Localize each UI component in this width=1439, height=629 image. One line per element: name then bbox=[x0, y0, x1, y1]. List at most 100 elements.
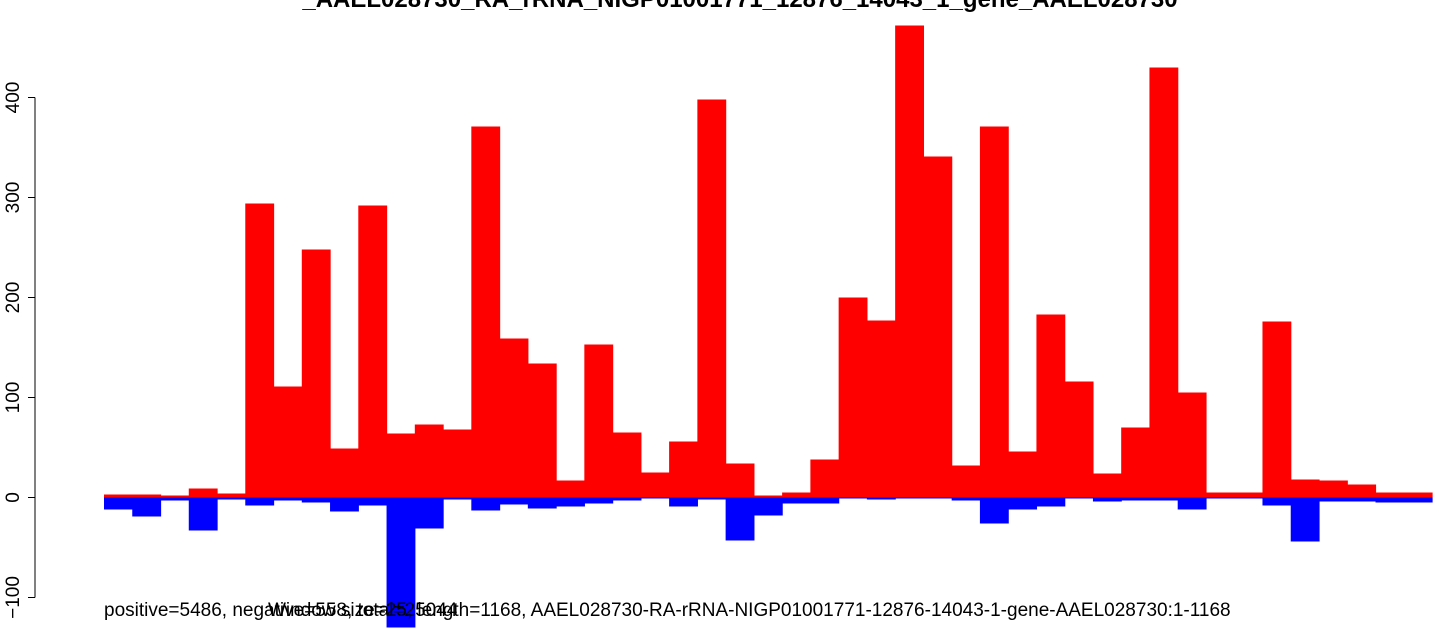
negative-bar bbox=[471, 497, 501, 511]
negative-bar bbox=[1149, 497, 1179, 501]
positive-bar bbox=[1403, 492, 1433, 498]
positive-bar bbox=[188, 488, 218, 498]
positive-bar bbox=[782, 492, 811, 498]
negative-bar bbox=[612, 497, 642, 501]
positive-bar bbox=[1290, 479, 1320, 498]
y-tick-label: 400 bbox=[3, 82, 24, 114]
positive-bar bbox=[499, 338, 529, 498]
negative-bar bbox=[1008, 497, 1038, 510]
negative-bar bbox=[1121, 497, 1151, 501]
positive-bar bbox=[1036, 314, 1066, 498]
positive-bar bbox=[923, 156, 953, 498]
negative-bar bbox=[697, 497, 727, 500]
positive-bar bbox=[1318, 480, 1348, 498]
positive-bar bbox=[1375, 492, 1405, 498]
positive-bar bbox=[1177, 392, 1207, 498]
negative-bar bbox=[104, 497, 133, 510]
negative-bar bbox=[556, 497, 585, 507]
negative-bar bbox=[1036, 497, 1066, 507]
negative-bar bbox=[1205, 497, 1235, 499]
negative-bar bbox=[499, 497, 529, 505]
negative-bar bbox=[330, 497, 359, 512]
negative-bar bbox=[1347, 497, 1377, 502]
footer-window-info: Window size=25, length=1168, AAEL028730-… bbox=[268, 600, 1231, 621]
positive-bar bbox=[1205, 492, 1235, 498]
footer-stats: positive=5486, negative=558, total=25044 bbox=[104, 600, 458, 621]
positive-bar bbox=[1347, 484, 1377, 498]
negative-bar bbox=[132, 497, 162, 517]
negative-bar bbox=[1234, 497, 1264, 499]
positive-bar bbox=[1262, 321, 1292, 498]
positive-bar bbox=[810, 459, 840, 498]
positive-bar bbox=[951, 465, 981, 498]
positive-bar bbox=[386, 433, 416, 498]
negative-bar bbox=[273, 497, 303, 501]
negative-bar bbox=[640, 497, 670, 499]
positive-bar bbox=[725, 463, 755, 498]
positive-bar bbox=[640, 472, 670, 498]
y-tick-label: 100 bbox=[3, 382, 24, 414]
positive-bar bbox=[527, 363, 557, 498]
negative-bar bbox=[951, 497, 981, 501]
positive-bar bbox=[1092, 473, 1122, 498]
positive-bar bbox=[330, 448, 359, 498]
positive-bar bbox=[895, 25, 925, 498]
negative-bar bbox=[414, 497, 444, 529]
negative-bar bbox=[1403, 497, 1433, 503]
positive-bar bbox=[301, 249, 331, 498]
negative-bar bbox=[753, 497, 783, 516]
negative-bar bbox=[301, 497, 331, 503]
positive-bar bbox=[245, 203, 275, 498]
negative-bar bbox=[725, 497, 755, 541]
positive-bar bbox=[217, 493, 246, 498]
positive-bar bbox=[471, 126, 501, 498]
positive-bar bbox=[132, 494, 162, 498]
negative-bar bbox=[1092, 497, 1122, 502]
negative-bar bbox=[669, 497, 698, 507]
y-axis: −100 0 100 200 300 400 bbox=[3, 82, 36, 619]
negative-bar bbox=[1064, 497, 1094, 499]
positive-bar bbox=[1008, 451, 1038, 498]
positive-bar bbox=[358, 205, 388, 498]
negative-bar bbox=[810, 497, 840, 504]
positive-bar bbox=[1064, 381, 1094, 498]
negative-bar bbox=[1262, 497, 1292, 506]
y-tick-label: 0 bbox=[3, 492, 24, 503]
negative-bar bbox=[866, 497, 896, 500]
negative-bar bbox=[443, 497, 472, 500]
positive-bar bbox=[160, 495, 190, 498]
negative-bar bbox=[895, 497, 925, 499]
positive-bar bbox=[838, 297, 868, 498]
negative-bar bbox=[245, 497, 275, 506]
negative-bar bbox=[979, 497, 1009, 524]
positive-bar bbox=[1121, 427, 1151, 498]
positive-bar bbox=[104, 494, 133, 498]
positive-bar bbox=[697, 99, 727, 498]
negative-bar bbox=[188, 497, 218, 531]
positive-bar bbox=[556, 480, 585, 498]
y-tick-label: 300 bbox=[3, 182, 24, 214]
negative-bar bbox=[160, 497, 190, 501]
positive-bar bbox=[584, 344, 614, 498]
positive-bar bbox=[1234, 492, 1264, 498]
positive-bar bbox=[866, 320, 896, 498]
positive-bar bbox=[612, 432, 642, 498]
positive-bar bbox=[669, 441, 698, 498]
y-tick-label: −100 bbox=[3, 576, 24, 619]
negative-bar bbox=[1318, 497, 1348, 502]
negative-bar bbox=[1290, 497, 1320, 542]
negative-bar bbox=[217, 497, 246, 500]
positive-bar bbox=[979, 126, 1009, 498]
positive-bar bbox=[273, 386, 303, 498]
y-tick-label: 200 bbox=[3, 282, 24, 314]
negative-bar bbox=[527, 497, 557, 509]
positive-bar bbox=[414, 424, 444, 498]
negative-bar bbox=[358, 497, 388, 506]
chart-title: _AAEL028730_RA_rRNA_NIGP01001771_12876_1… bbox=[301, 0, 1177, 13]
negative-bar bbox=[782, 497, 811, 504]
negative-bar bbox=[923, 497, 953, 499]
negative-bar bbox=[1375, 497, 1405, 503]
positive-bar bbox=[753, 495, 783, 498]
bars bbox=[104, 25, 1433, 628]
